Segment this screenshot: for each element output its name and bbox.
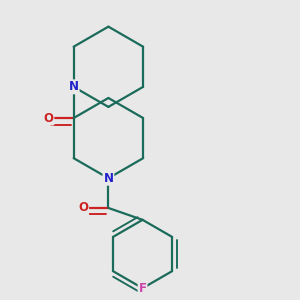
- Text: O: O: [44, 112, 53, 124]
- Text: O: O: [78, 202, 88, 214]
- Text: N: N: [69, 80, 79, 93]
- Text: N: N: [103, 172, 113, 185]
- Text: F: F: [139, 282, 147, 295]
